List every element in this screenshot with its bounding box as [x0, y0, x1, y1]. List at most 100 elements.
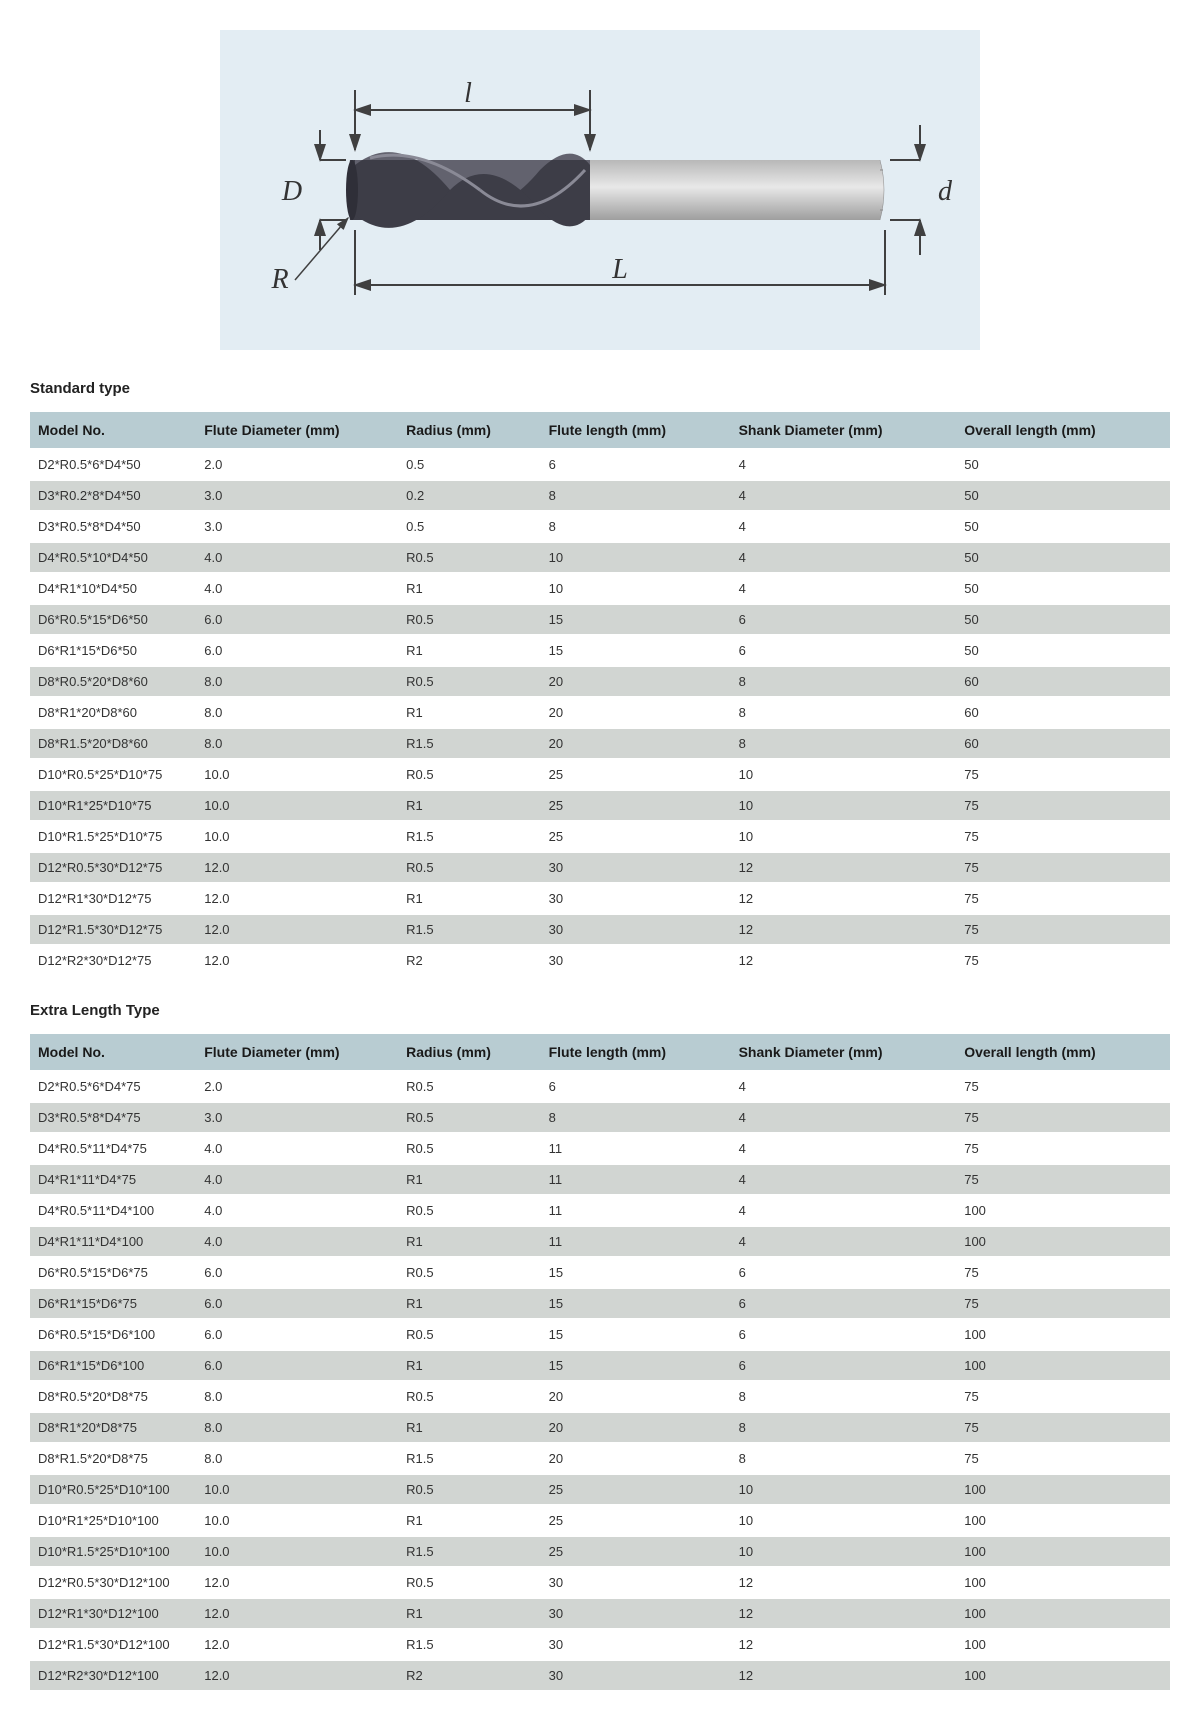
table-cell: 15 — [541, 1350, 731, 1381]
table-cell: 8 — [731, 1381, 957, 1412]
table-row: D12*R2*30*D12*10012.0R23012100 — [30, 1660, 1170, 1691]
table-cell: 50 — [956, 635, 1170, 666]
table-cell: 30 — [541, 1567, 731, 1598]
col-header: Model No. — [30, 1034, 196, 1071]
table-cell: 12.0 — [196, 1567, 398, 1598]
table-cell: 10 — [731, 1536, 957, 1567]
table-cell: R0.5 — [398, 852, 541, 883]
table-cell: R1 — [398, 1226, 541, 1257]
table-cell: 12 — [731, 914, 957, 945]
table-cell: 12.0 — [196, 883, 398, 914]
table-row: D12*R2*30*D12*7512.0R2301275 — [30, 945, 1170, 976]
table-cell: D12*R0.5*30*D12*100 — [30, 1567, 196, 1598]
table-cell: D12*R1*30*D12*100 — [30, 1598, 196, 1629]
table-cell: D12*R1*30*D12*75 — [30, 883, 196, 914]
table-row: D10*R1*25*D10*10010.0R12510100 — [30, 1505, 1170, 1536]
table-cell: D6*R1*15*D6*75 — [30, 1288, 196, 1319]
table-cell: R1 — [398, 1350, 541, 1381]
table-cell: 4 — [731, 1164, 957, 1195]
table-cell: R0.5 — [398, 1319, 541, 1350]
table-cell: D8*R1.5*20*D8*75 — [30, 1443, 196, 1474]
table-cell: R1.5 — [398, 1443, 541, 1474]
table-cell: 100 — [956, 1536, 1170, 1567]
table-cell: 75 — [956, 1288, 1170, 1319]
table-cell: D3*R0.5*8*D4*75 — [30, 1102, 196, 1133]
table-row: D3*R0.2*8*D4*503.00.28450 — [30, 480, 1170, 511]
table-cell: 10.0 — [196, 759, 398, 790]
label-l: l — [464, 78, 472, 109]
table-cell: 30 — [541, 1660, 731, 1691]
table-cell: 12 — [731, 1567, 957, 1598]
table-cell: 6.0 — [196, 1350, 398, 1381]
table-cell: 10 — [731, 1474, 957, 1505]
table-cell: 50 — [956, 449, 1170, 480]
table-cell: D12*R1.5*30*D12*75 — [30, 914, 196, 945]
extra-table: Model No.Flute Diameter (mm)Radius (mm)F… — [30, 1034, 1170, 1692]
table-row: D4*R1*10*D4*504.0R110450 — [30, 573, 1170, 604]
table-cell: 10 — [731, 1505, 957, 1536]
table-cell: 8 — [731, 1443, 957, 1474]
table-cell: 75 — [956, 852, 1170, 883]
table-row: D6*R1*15*D6*1006.0R1156100 — [30, 1350, 1170, 1381]
table-cell: D10*R1*25*D10*75 — [30, 790, 196, 821]
table-cell: 20 — [541, 1381, 731, 1412]
table-cell: R0.5 — [398, 759, 541, 790]
table-cell: R1 — [398, 1288, 541, 1319]
table-cell: R1.5 — [398, 821, 541, 852]
table-cell: D8*R1.5*20*D8*60 — [30, 728, 196, 759]
table-cell: 30 — [541, 914, 731, 945]
table-cell: D4*R0.5*11*D4*75 — [30, 1133, 196, 1164]
table-cell: D12*R2*30*D12*100 — [30, 1660, 196, 1691]
table-row: D6*R0.5*15*D6*506.0R0.515650 — [30, 604, 1170, 635]
table-row: D8*R0.5*20*D8*608.0R0.520860 — [30, 666, 1170, 697]
standard-header-row: Model No.Flute Diameter (mm)Radius (mm)F… — [30, 412, 1170, 449]
table-cell: 4.0 — [196, 1133, 398, 1164]
table-cell: 100 — [956, 1319, 1170, 1350]
table-cell: 12.0 — [196, 1598, 398, 1629]
table-cell: 50 — [956, 573, 1170, 604]
table-cell: 4 — [731, 1195, 957, 1226]
table-cell: 2.0 — [196, 1071, 398, 1102]
table-cell: 4 — [731, 1102, 957, 1133]
col-header: Shank Diameter (mm) — [731, 412, 957, 449]
table-cell: 100 — [956, 1350, 1170, 1381]
table-cell: 20 — [541, 1412, 731, 1443]
table-cell: R0.5 — [398, 1474, 541, 1505]
table-cell: 12 — [731, 852, 957, 883]
table-cell: 75 — [956, 1133, 1170, 1164]
table-cell: 11 — [541, 1164, 731, 1195]
table-cell: 15 — [541, 604, 731, 635]
table-cell: D12*R2*30*D12*75 — [30, 945, 196, 976]
table-cell: 15 — [541, 1288, 731, 1319]
table-row: D4*R0.5*10*D4*504.0R0.510450 — [30, 542, 1170, 573]
table-cell: D4*R1*11*D4*100 — [30, 1226, 196, 1257]
col-header: Overall length (mm) — [956, 412, 1170, 449]
table-row: D8*R1.5*20*D8*758.0R1.520875 — [30, 1443, 1170, 1474]
table-cell: 30 — [541, 1629, 731, 1660]
table-cell: 100 — [956, 1226, 1170, 1257]
table-row: D12*R1.5*30*D12*7512.0R1.5301275 — [30, 914, 1170, 945]
table-cell: R1.5 — [398, 1629, 541, 1660]
table-cell: 50 — [956, 542, 1170, 573]
table-row: D4*R0.5*11*D4*1004.0R0.5114100 — [30, 1195, 1170, 1226]
table-cell: D12*R0.5*30*D12*75 — [30, 852, 196, 883]
table-cell: 10 — [731, 759, 957, 790]
table-cell: 6 — [731, 1288, 957, 1319]
table-row: D6*R1*15*D6*756.0R115675 — [30, 1288, 1170, 1319]
table-row: D3*R0.5*8*D4*503.00.58450 — [30, 511, 1170, 542]
table-row: D3*R0.5*8*D4*753.0R0.58475 — [30, 1102, 1170, 1133]
table-cell: 75 — [956, 1164, 1170, 1195]
table-cell: 25 — [541, 759, 731, 790]
table-cell: R0.5 — [398, 666, 541, 697]
table-cell: D10*R1.5*25*D10*75 — [30, 821, 196, 852]
table-cell: D6*R0.5*15*D6*100 — [30, 1319, 196, 1350]
table-cell: 75 — [956, 914, 1170, 945]
table-cell: 2.0 — [196, 449, 398, 480]
table-row: D12*R1.5*30*D12*10012.0R1.53012100 — [30, 1629, 1170, 1660]
table-cell: R0.5 — [398, 604, 541, 635]
extra-header-row: Model No.Flute Diameter (mm)Radius (mm)F… — [30, 1034, 1170, 1071]
table-cell: 12.0 — [196, 914, 398, 945]
table-cell: 12 — [731, 883, 957, 914]
table-cell: R0.5 — [398, 1567, 541, 1598]
table-cell: 25 — [541, 1505, 731, 1536]
